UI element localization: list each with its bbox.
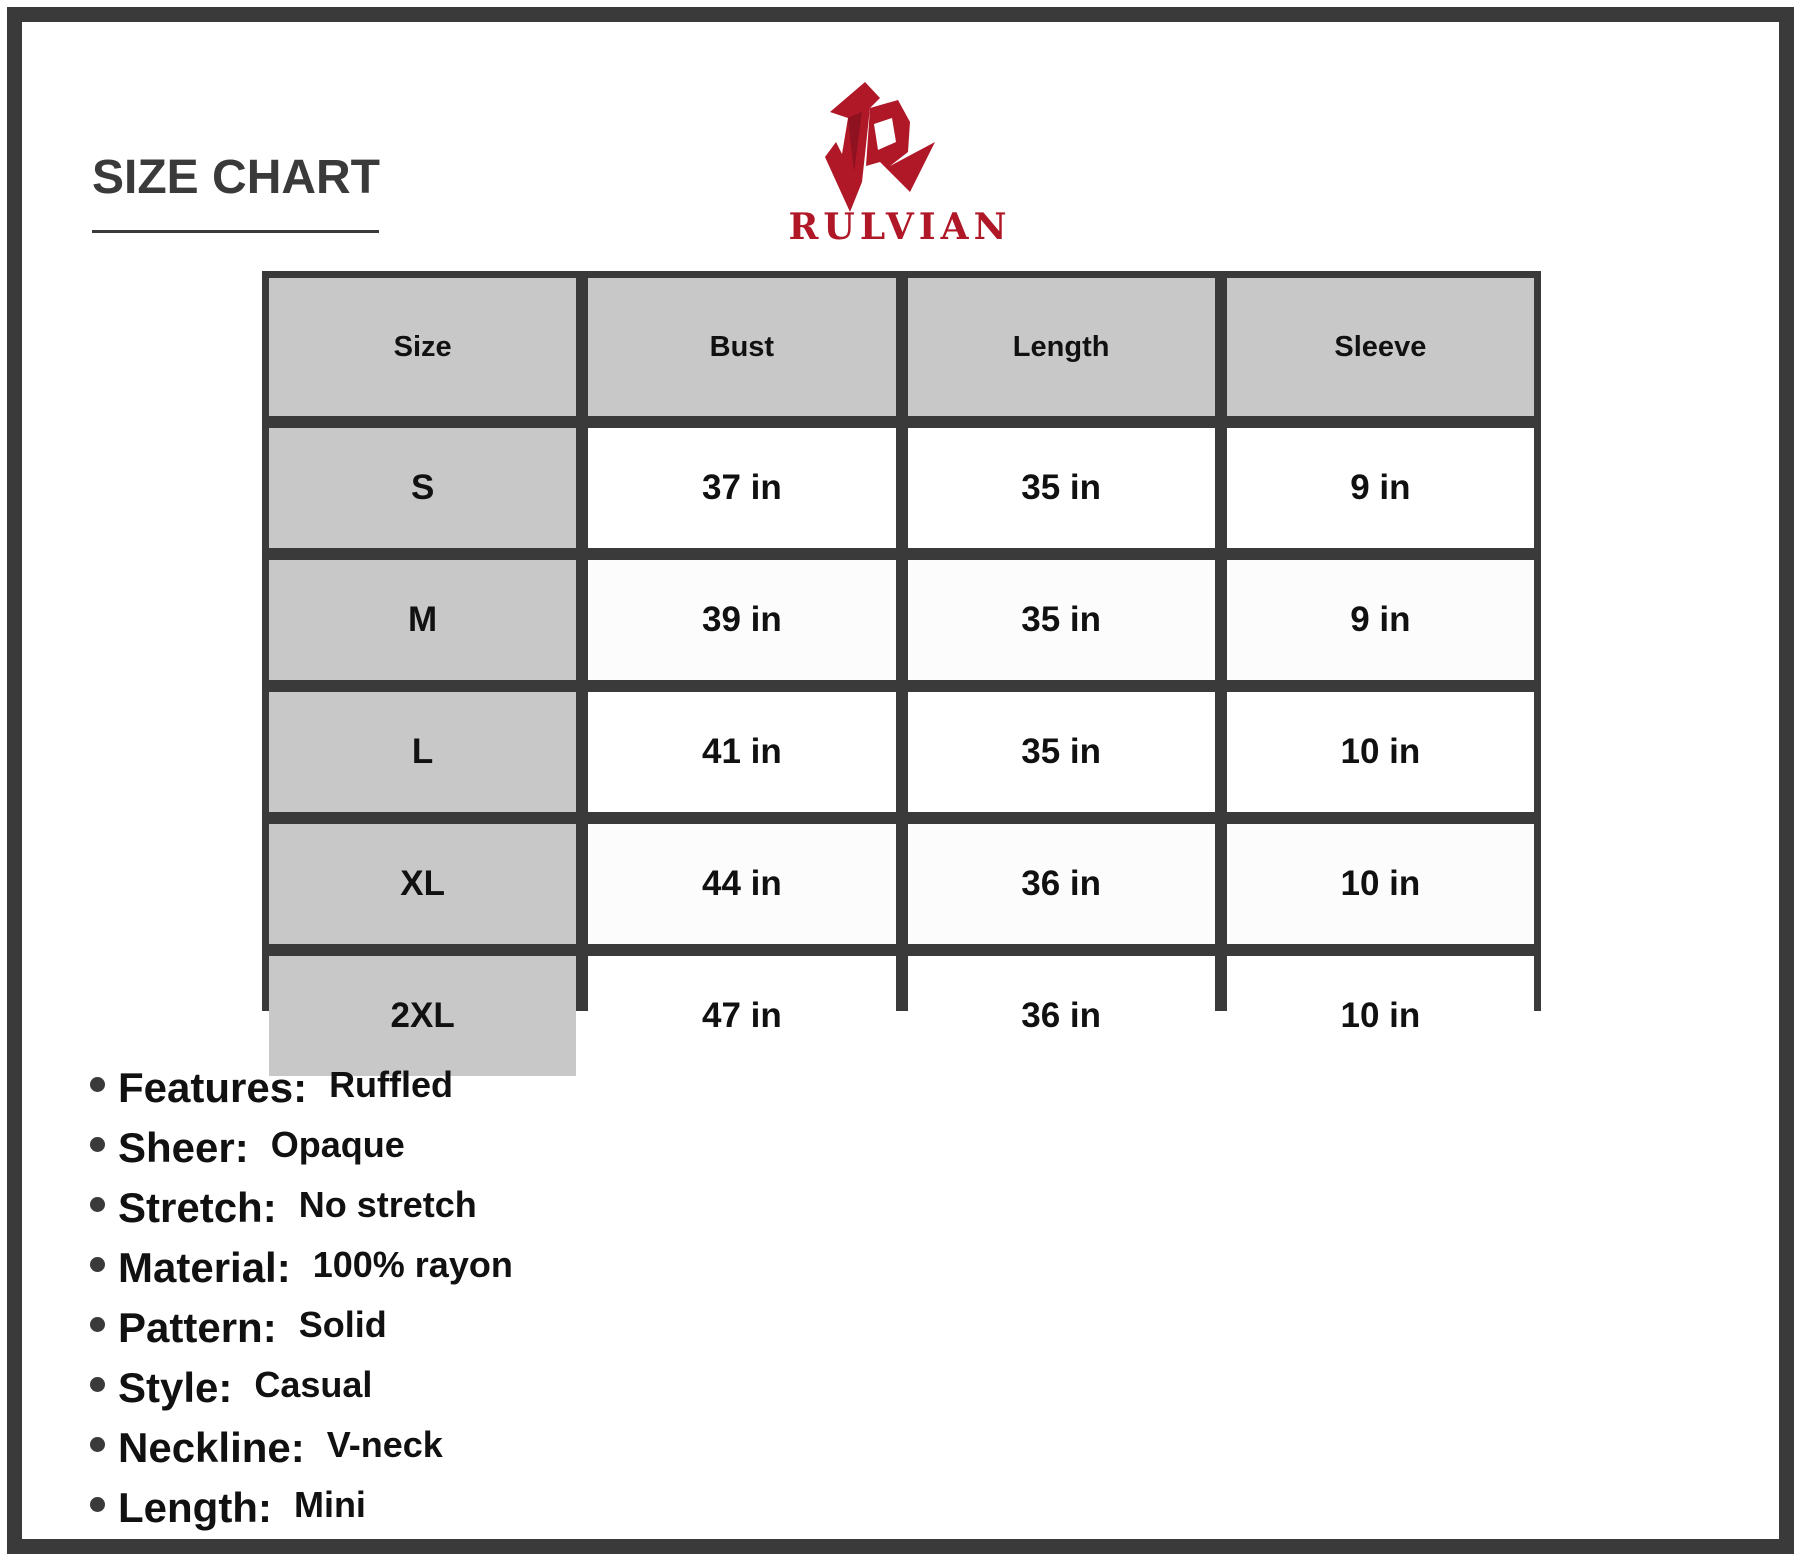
- spec-value: Solid: [298, 1304, 387, 1345]
- measurement-cell: 39 in: [588, 560, 896, 680]
- spec-value: V-neck: [326, 1424, 443, 1465]
- size-table: Size Bust Length Sleeve S 37 in 35 in 9 in M 39 i…: [262, 271, 1541, 1076]
- measurement-cell: 36 in: [907, 824, 1215, 944]
- measurement-cell: 35 in: [907, 692, 1215, 812]
- size-cell: L: [269, 692, 577, 812]
- column-header: Bust: [588, 278, 896, 416]
- measurement-cell: 9 in: [1226, 428, 1534, 548]
- measurement-cell: 41 in: [588, 692, 896, 812]
- page-title: SIZE CHART: [92, 151, 380, 204]
- spec-item: Style: Casual: [90, 1358, 513, 1418]
- spec-item: Features: Ruffled: [90, 1058, 513, 1118]
- measurement-cell: 36 in: [907, 956, 1215, 1076]
- spec-value: Casual: [254, 1364, 373, 1405]
- column-header: Size: [269, 278, 577, 416]
- measurement-cell: 10 in: [1226, 692, 1534, 812]
- size-cell: S: [269, 428, 577, 548]
- brand-logo: RULVIAN: [770, 62, 1030, 252]
- measurement-cell: 35 in: [907, 560, 1215, 680]
- measurement-cell: 9 in: [1226, 560, 1534, 680]
- brand-name: RULVIAN: [788, 206, 1012, 248]
- measurement-cell: 10 in: [1226, 956, 1534, 1076]
- r-logo-icon: [825, 82, 935, 212]
- spec-item: Material: 100% rayon: [90, 1238, 513, 1298]
- spec-value: No stretch: [298, 1184, 477, 1225]
- spec-list: Features: Ruffled Sheer: Opaque Stretch: No s…: [90, 1058, 513, 1538]
- bullet-icon: [90, 1316, 105, 1332]
- spec-label: Style:: [118, 1364, 233, 1411]
- spec-value: 100% rayon: [312, 1244, 513, 1285]
- spec-label: Stretch:: [118, 1184, 277, 1231]
- spec-value: Mini: [293, 1484, 366, 1525]
- spec-label: Length:: [118, 1484, 272, 1531]
- spec-label: Features:: [118, 1064, 308, 1111]
- bullet-icon: [90, 1196, 105, 1212]
- spec-value: Ruffled: [329, 1064, 454, 1105]
- spec-label: Sheer:: [118, 1124, 249, 1171]
- bullet-icon: [90, 1436, 105, 1452]
- column-header: Sleeve: [1226, 278, 1534, 416]
- spec-item: Sheer: Opaque: [90, 1118, 513, 1178]
- size-cell: M: [269, 560, 577, 680]
- column-header: Length: [907, 278, 1215, 416]
- spec-item: Length: Mini: [90, 1478, 513, 1538]
- size-cell: 2XL: [269, 956, 577, 1076]
- spec-label: Neckline:: [118, 1424, 305, 1471]
- bullet-icon: [90, 1076, 105, 1092]
- spec-item: Stretch: No stretch: [90, 1178, 513, 1238]
- measurement-cell: 37 in: [588, 428, 896, 548]
- size-cell: XL: [269, 824, 577, 944]
- spec-item: Neckline: V-neck: [90, 1418, 513, 1478]
- bullet-icon: [90, 1136, 105, 1152]
- bullet-icon: [90, 1376, 105, 1392]
- spec-value: Opaque: [270, 1124, 405, 1165]
- measurement-cell: 10 in: [1226, 824, 1534, 944]
- spec-item: Pattern: Solid: [90, 1298, 513, 1358]
- bullet-icon: [90, 1256, 105, 1272]
- spec-label: Material:: [118, 1244, 291, 1291]
- spec-label: Pattern:: [118, 1304, 277, 1351]
- measurement-cell: 44 in: [588, 824, 896, 944]
- title-underline: [92, 230, 379, 233]
- measurement-cell: 47 in: [588, 956, 896, 1076]
- measurement-cell: 35 in: [907, 428, 1215, 548]
- bullet-icon: [90, 1496, 105, 1512]
